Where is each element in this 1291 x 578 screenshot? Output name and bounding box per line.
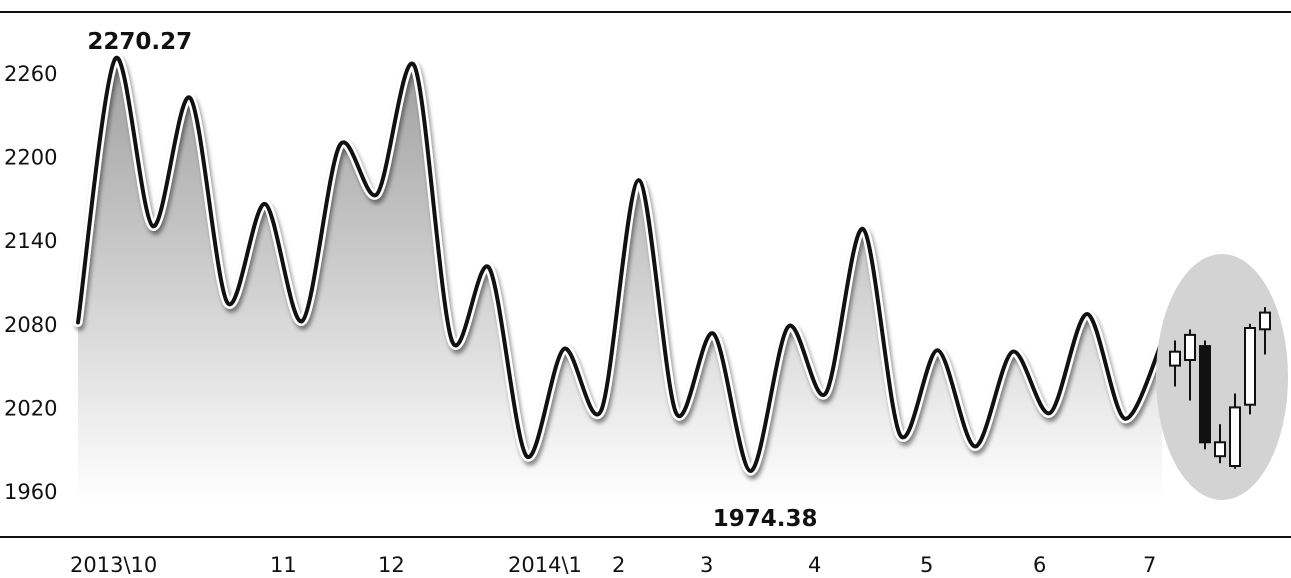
x-tick-label-9: 7 [1143, 553, 1156, 577]
y-tick-label-3: 2140 [4, 229, 57, 253]
x-tick-label-5: 3 [700, 553, 713, 577]
x-tick-label-1: 11 [270, 553, 297, 577]
min-annotation: 1974.38 [713, 506, 818, 532]
candle-body-0 [1169, 350, 1181, 367]
candle-body-5 [1244, 327, 1256, 406]
y-tick-label-5: 2260 [4, 62, 57, 86]
candle-body-2 [1199, 345, 1211, 444]
max-annotation: 2270.27 [87, 29, 192, 55]
x-tick-label-2: 12 [378, 553, 405, 577]
x-tick-label-4: 2 [612, 553, 625, 577]
y-tick-label-4: 2200 [4, 146, 57, 170]
y-tick-label-2: 2080 [4, 313, 57, 337]
candle-body-1 [1184, 333, 1196, 361]
candle-body-6 [1259, 311, 1271, 331]
x-tick-label-8: 6 [1033, 553, 1046, 577]
y-tick-label-0: 1960 [4, 480, 57, 504]
series-area [78, 57, 1162, 502]
x-tick-label-0: 2013\10 [70, 553, 157, 577]
x-tick-label-3: 2014\1 [508, 553, 582, 577]
series-line [76, 56, 1164, 474]
candle-body-4 [1229, 406, 1241, 467]
y-tick-label-1: 2020 [4, 396, 57, 420]
x-tick-label-6: 4 [808, 553, 821, 577]
x-tick-label-7: 5 [920, 553, 933, 577]
candle-body-3 [1214, 441, 1226, 458]
candlestick-highlight [1156, 254, 1288, 500]
